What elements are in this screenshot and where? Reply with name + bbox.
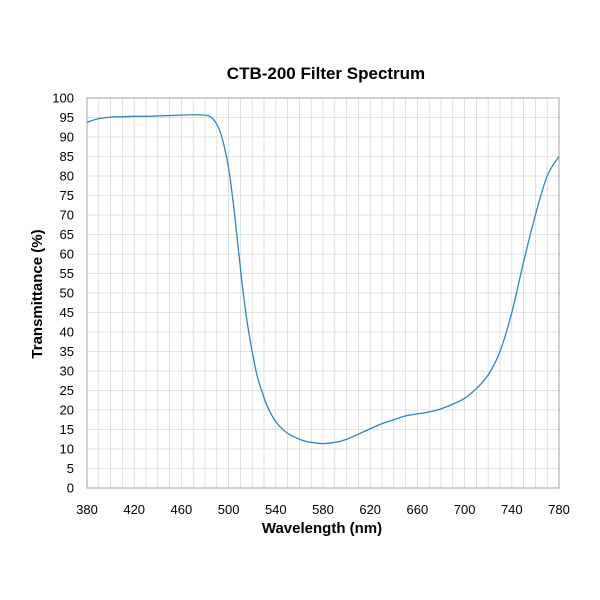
y-tick-label: 65 [60,227,74,242]
x-tick-label: 460 [171,502,193,517]
x-tick-label: 380 [76,502,98,517]
y-tick-label: 10 [60,442,74,457]
y-tick-label: 75 [60,188,74,203]
x-tick-label: 740 [501,502,523,517]
transmittance-series-line [86,114,560,445]
x-tick-label: 500 [218,502,240,517]
x-tick-label: 780 [548,502,570,517]
y-tick-label: 60 [60,247,74,262]
y-tick-label: 0 [67,481,74,496]
y-tick-label: 40 [60,325,74,340]
grid-lines [87,98,559,488]
y-tick-label: 35 [60,344,74,359]
y-tick-label: 25 [60,383,74,398]
y-tick-label: 50 [60,286,74,301]
x-tick-label: 540 [265,502,287,517]
x-tick-label: 620 [359,502,381,517]
x-axis-tick-labels: 380 420 460 500 540 580 620 660 700 740 780 [76,502,570,517]
plot-area-frame [86,97,560,489]
y-axis-tick-labels: 0 5 10 15 20 25 30 35 40 45 50 55 60 65 70 75 80 85 90 95 10… [52,91,74,496]
y-tick-label: 15 [60,422,74,437]
y-tick-label: 45 [60,305,74,320]
y-tick-label: 5 [67,461,74,476]
y-tick-label: 100 [52,91,74,106]
x-tick-label: 700 [454,502,476,517]
y-tick-label: 55 [60,266,74,281]
x-axis-title: Wavelength (nm) [262,520,382,537]
y-axis-title: Transmittance (%) [29,229,46,358]
x-tick-label: 660 [407,502,429,517]
y-tick-label: 20 [60,403,74,418]
y-tick-label: 70 [60,208,74,223]
x-tick-label: 580 [312,502,334,517]
y-tick-label: 85 [60,149,74,164]
x-tick-label: 420 [123,502,145,517]
y-tick-label: 30 [60,364,74,379]
chart-title: CTB-200 Filter Spectrum [227,64,425,83]
y-tick-label: 90 [60,130,74,145]
y-tick-label: 95 [60,110,74,125]
y-tick-label: 80 [60,169,74,184]
